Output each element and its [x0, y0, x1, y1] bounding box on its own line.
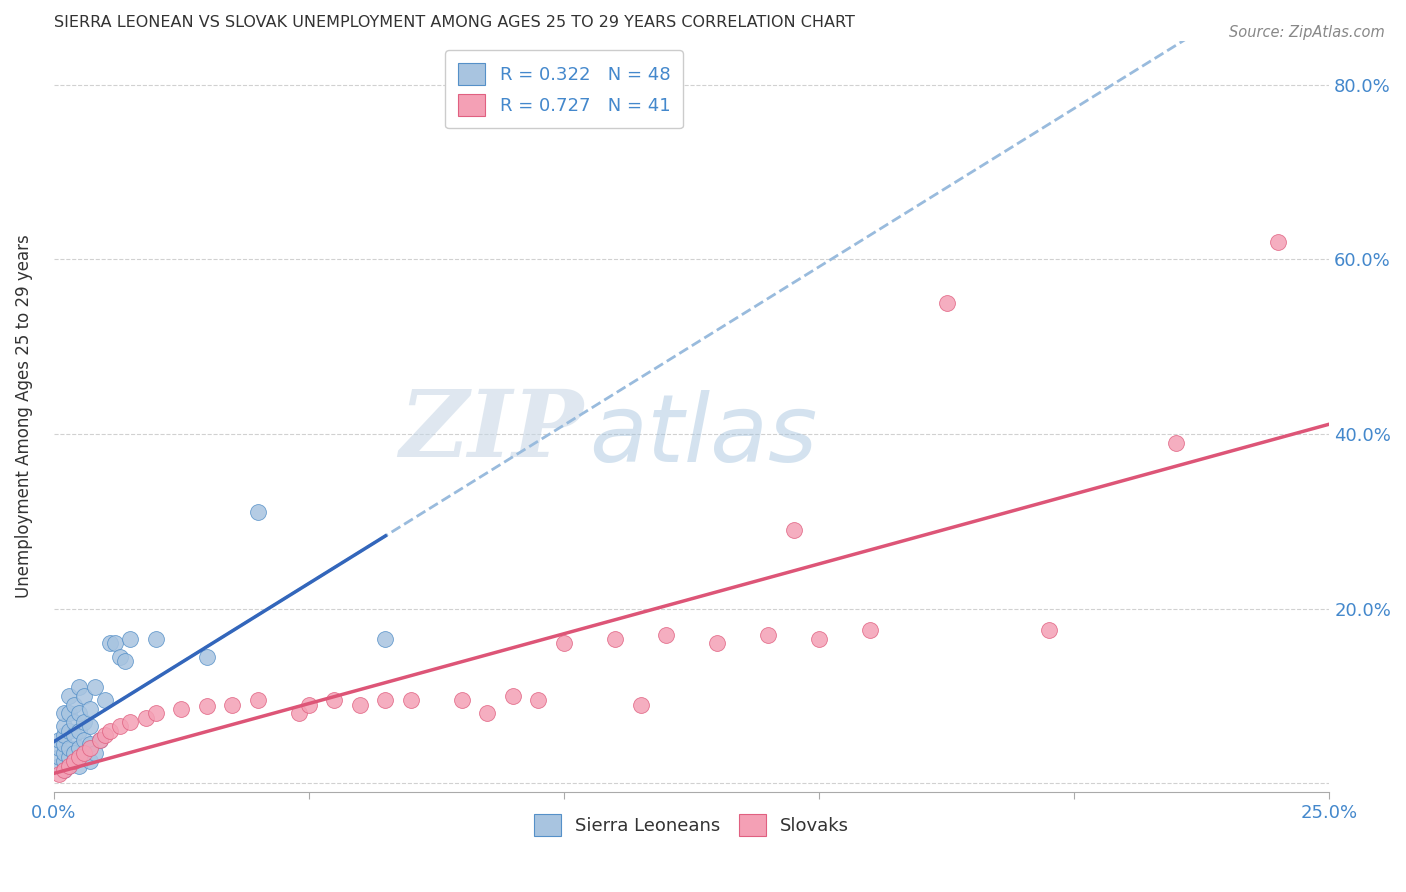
Point: [502, 689, 524, 703]
Point: [67, 706, 90, 721]
Point: [58, 723, 80, 738]
Point: [1166, 435, 1188, 450]
Point: [53, 755, 76, 769]
Point: [58, 758, 80, 772]
Point: [48, 750, 70, 764]
Point: [94, 728, 117, 742]
Point: [83, 746, 105, 760]
Point: [120, 715, 142, 730]
Point: [79, 755, 101, 769]
Point: [221, 698, 243, 712]
Point: [63, 715, 86, 730]
Point: [67, 741, 90, 756]
Point: [104, 636, 127, 650]
Point: [79, 741, 101, 756]
Y-axis label: Unemployment Among Ages 25 to 29 years: Unemployment Among Ages 25 to 29 years: [15, 235, 32, 599]
Point: [79, 702, 101, 716]
Point: [53, 728, 76, 742]
Point: [73, 732, 96, 747]
Point: [108, 649, 131, 664]
Point: [195, 699, 218, 714]
Point: [53, 746, 76, 760]
Point: [120, 632, 142, 647]
Point: [67, 680, 90, 694]
Point: [108, 719, 131, 733]
Point: [73, 750, 96, 764]
Point: [58, 706, 80, 721]
Point: [399, 693, 422, 707]
Point: [63, 755, 86, 769]
Point: [67, 750, 90, 764]
Point: [48, 741, 70, 756]
Point: [374, 693, 396, 707]
Point: [451, 693, 474, 707]
Point: [63, 698, 86, 712]
Point: [94, 693, 117, 707]
Point: [53, 719, 76, 733]
Text: atlas: atlas: [589, 390, 818, 481]
Point: [58, 750, 80, 764]
Point: [630, 698, 652, 712]
Legend: Sierra Leoneans, Slovaks: Sierra Leoneans, Slovaks: [523, 803, 860, 847]
Point: [48, 758, 70, 772]
Point: [603, 632, 626, 647]
Point: [48, 767, 70, 781]
Point: [706, 636, 728, 650]
Point: [73, 689, 96, 703]
Point: [63, 728, 86, 742]
Point: [67, 723, 90, 738]
Point: [323, 693, 346, 707]
Point: [83, 680, 105, 694]
Point: [374, 632, 396, 647]
Point: [63, 746, 86, 760]
Point: [655, 628, 678, 642]
Point: [287, 706, 309, 721]
Point: [89, 732, 111, 747]
Point: [1038, 624, 1060, 638]
Point: [527, 693, 550, 707]
Point: [553, 636, 575, 650]
Point: [58, 758, 80, 772]
Point: [48, 732, 70, 747]
Point: [98, 723, 121, 738]
Point: [53, 737, 76, 751]
Point: [145, 706, 167, 721]
Point: [782, 523, 804, 537]
Point: [135, 711, 157, 725]
Point: [53, 763, 76, 777]
Point: [73, 715, 96, 730]
Point: [67, 758, 90, 772]
Point: [73, 746, 96, 760]
Point: [79, 719, 101, 733]
Point: [114, 654, 136, 668]
Point: [98, 636, 121, 650]
Point: [246, 506, 269, 520]
Point: [859, 624, 882, 638]
Point: [246, 693, 269, 707]
Point: [808, 632, 831, 647]
Text: ZIP: ZIP: [399, 386, 583, 476]
Point: [935, 296, 957, 310]
Point: [145, 632, 167, 647]
Point: [63, 755, 86, 769]
Point: [298, 698, 321, 712]
Point: [53, 706, 76, 721]
Point: [170, 702, 193, 716]
Text: SIERRA LEONEAN VS SLOVAK UNEMPLOYMENT AMONG AGES 25 TO 29 YEARS CORRELATION CHAR: SIERRA LEONEAN VS SLOVAK UNEMPLOYMENT AM…: [53, 15, 855, 30]
Point: [349, 698, 371, 712]
Point: [53, 763, 76, 777]
Point: [58, 741, 80, 756]
Point: [1267, 235, 1289, 249]
Point: [477, 706, 499, 721]
Point: [79, 737, 101, 751]
Point: [58, 689, 80, 703]
Point: [195, 649, 218, 664]
Point: [756, 628, 779, 642]
Text: Source: ZipAtlas.com: Source: ZipAtlas.com: [1229, 25, 1385, 40]
Point: [89, 732, 111, 747]
